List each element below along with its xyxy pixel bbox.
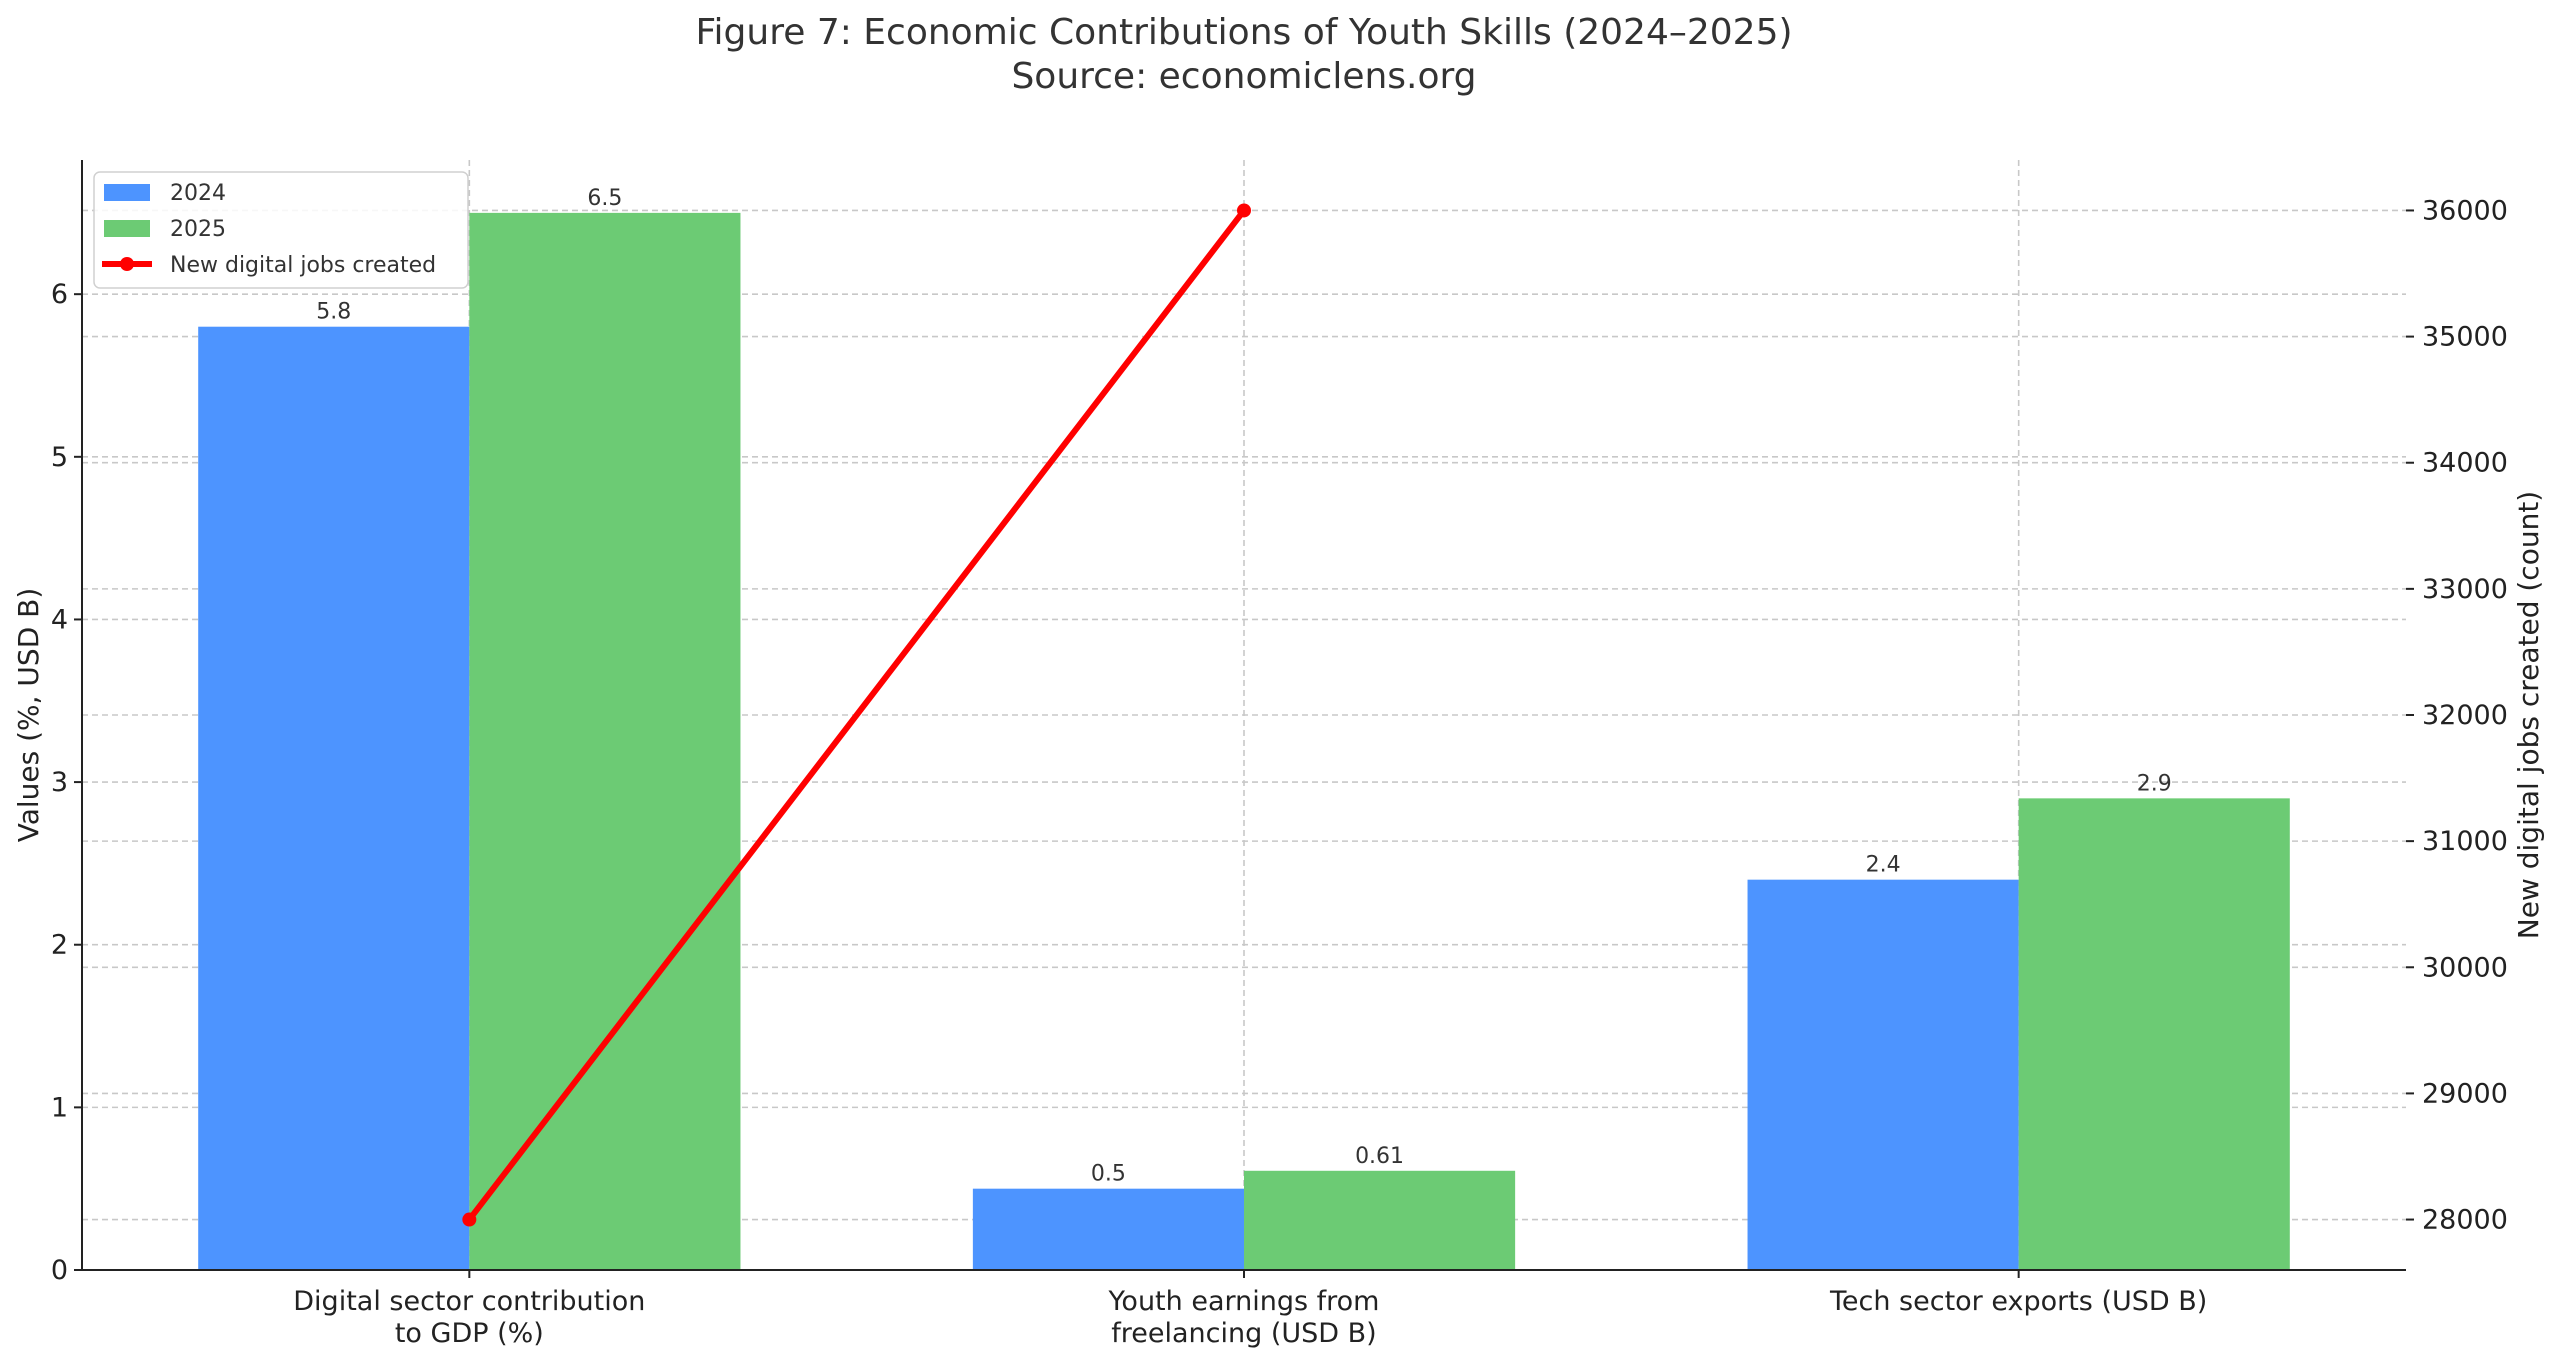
- bar-2024: [198, 326, 470, 1270]
- y2-tick-label: 31000: [2422, 826, 2508, 857]
- line-point: [462, 1212, 477, 1227]
- legend-marker: [120, 257, 134, 271]
- data-label: 6.5: [587, 186, 622, 211]
- legend-swatch: [104, 220, 150, 237]
- y-tick-label: 3: [51, 767, 68, 798]
- bar-2025: [1244, 1170, 1516, 1270]
- data-label: 0.61: [1355, 1144, 1404, 1169]
- x-tick-label: Tech sector exports (USD B): [1829, 1286, 2207, 1317]
- y2-tick-label: 28000: [2422, 1205, 2508, 1236]
- chart-subtitle: Source: economiclens.org: [1011, 56, 1476, 97]
- y-tick-label: 0: [51, 1255, 68, 1286]
- y-tick-label: 6: [51, 279, 68, 310]
- legend-label: New digital jobs created: [170, 253, 436, 278]
- x-tick-label: Youth earnings from freelancing (USD B): [1108, 1286, 1380, 1349]
- line-new-digital-jobs: [466, 207, 1247, 1223]
- line-point: [1237, 203, 1251, 218]
- legend: 2024 2025 New digital jobs created: [93, 171, 469, 289]
- bar-2024: [1747, 879, 2019, 1270]
- y2-tick-label: 33000: [2422, 574, 2508, 605]
- chart-title: Figure 7: Economic Contributions of Yout…: [695, 12, 1792, 53]
- axis-layer: 0 1 2 3 4 5 6 28000 29000 30000 31000 32000 33000 340…: [12, 160, 2545, 1349]
- bar-2025: [2018, 798, 2290, 1270]
- bar-2024: [972, 1188, 1244, 1270]
- y-tick-label: 1: [51, 1092, 68, 1123]
- data-label: 2.4: [1866, 853, 1901, 878]
- legend-swatch: [104, 184, 150, 201]
- x-tick-label: Digital sector contribution to GDP (%): [293, 1286, 645, 1349]
- data-label: 5.8: [316, 300, 351, 325]
- y-tick-label: 4: [51, 604, 68, 635]
- y2-tick-label: 36000: [2422, 195, 2508, 226]
- y2-axis-title: New digital jobs created (count): [2512, 491, 2545, 939]
- y2-tick-label: 29000: [2422, 1078, 2508, 1109]
- legend-label: 2024: [170, 181, 226, 206]
- line-layer: [462, 203, 1251, 1227]
- y-tick-label: 2: [51, 930, 68, 961]
- legend-box: [93, 171, 469, 289]
- y2-tick-label: 35000: [2422, 322, 2508, 353]
- data-label: 2.9: [2137, 771, 2172, 796]
- y2-tick-label: 30000: [2422, 952, 2508, 983]
- label-layer: 5.8 0.5 2.4 6.5 0.61 2.9: [316, 186, 2171, 1187]
- y2-tick-label: 32000: [2422, 700, 2508, 731]
- y-axis-title: Values (%, USD B): [12, 588, 45, 843]
- bar-layer: [198, 212, 2290, 1270]
- legend-label: 2025: [170, 217, 226, 242]
- y2-tick-label: 34000: [2422, 448, 2508, 479]
- y-tick-label: 5: [51, 442, 68, 473]
- data-label: 0.5: [1091, 1162, 1126, 1187]
- bar-2025: [469, 212, 741, 1270]
